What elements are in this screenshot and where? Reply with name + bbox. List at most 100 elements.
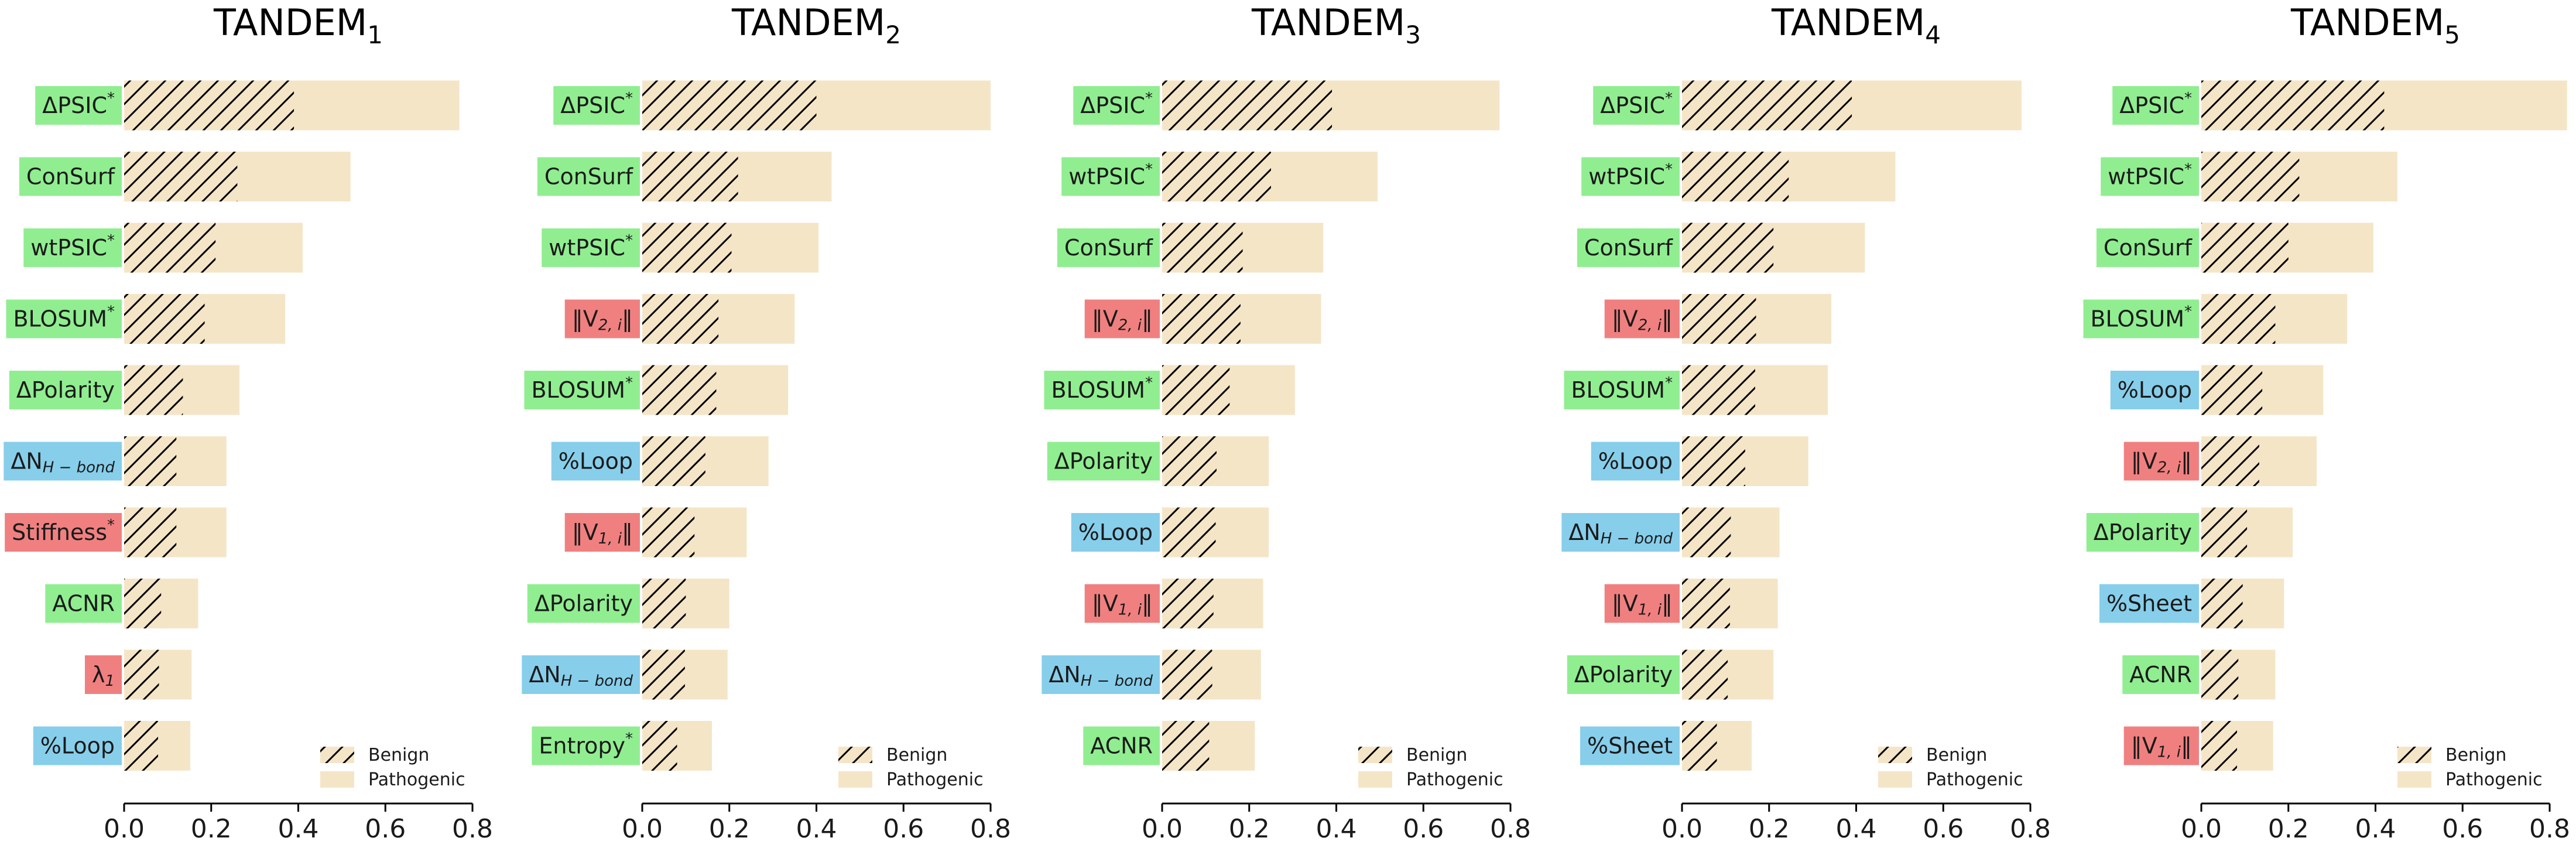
benign-bar [1682, 80, 1852, 131]
benign-bar [1682, 152, 1789, 201]
benign-bar [1162, 436, 1217, 486]
feature-label-box [84, 655, 122, 694]
feature-label-superscript: * [625, 730, 633, 747]
feature-label-box [522, 655, 640, 694]
svg-text:ΔPSIC*: ΔPSIC* [42, 90, 115, 118]
feature-label: %Loop [1591, 442, 1680, 481]
legend-benign-swatch [2397, 747, 2431, 763]
benign-bar [2201, 507, 2248, 558]
benign-bar [2201, 579, 2243, 628]
svg-text:%Loop: %Loop [40, 733, 115, 758]
feature-label-text: ‖V [1612, 590, 1638, 617]
feature-label-box [4, 442, 122, 481]
feature-label-text: %Loop [1598, 448, 1673, 474]
feature-label-box [1084, 584, 1160, 623]
feature-label: %Loop [33, 726, 122, 765]
feature-label: ‖V2, i‖ [2123, 442, 2199, 481]
feature-label-subscript: 1, i [598, 530, 622, 548]
feature-label-box [6, 299, 122, 338]
svg-text:BLOSUM*: BLOSUM* [13, 303, 115, 331]
svg-text:ΔNH − bond: ΔNH − bond [1568, 519, 1673, 548]
benign-bar [2201, 294, 2276, 344]
panel-title-main: TANDEM [2290, 1, 2444, 44]
legend: Benign Pathogenic [1878, 745, 2023, 790]
svg-text:ΔPSIC*: ΔPSIC* [1080, 90, 1153, 118]
benign-bar [1162, 649, 1212, 700]
feature-label-box [542, 228, 640, 267]
panel-title-subscript: 2 [885, 20, 901, 49]
panel-title-main: TANDEM [213, 1, 367, 44]
benign-bar [1162, 152, 1271, 201]
x-tick-label: 0.4 [1836, 814, 1877, 844]
benign-bar [1162, 507, 1216, 558]
legend: Benign Pathogenic [1358, 745, 1503, 790]
feature-label-text: ConSurf [26, 163, 116, 189]
feature-label-suffix: ‖ [1662, 306, 1673, 332]
legend-benign-label: Benign [2445, 745, 2506, 765]
x-tick-label: 0.8 [2010, 814, 2051, 844]
feature-label-box [1073, 86, 1160, 125]
feature-label-box [524, 371, 640, 409]
feature-label-box [532, 726, 640, 765]
benign-bar [124, 649, 159, 700]
benign-bar [1682, 365, 1755, 415]
feature-label-text: ‖V [572, 306, 598, 332]
feature-label: BLOSUM* [6, 299, 122, 338]
feature-label-superscript: * [107, 90, 115, 107]
feature-label-text: ΔPSIC [42, 93, 107, 118]
legend-benign-label: Benign [1406, 745, 1467, 765]
feature-label-text: ΔPolarity [1574, 662, 1673, 688]
feature-label-superscript: * [2184, 90, 2192, 107]
feature-label-text: ΔN [529, 662, 560, 688]
svg-text:ΔPSIC*: ΔPSIC* [560, 90, 633, 118]
feature-label: ΔNH − bond [1042, 655, 1160, 694]
x-tick-label: 0.4 [1316, 814, 1357, 844]
panel-title-subscript: 1 [367, 20, 383, 49]
feature-label-text: ΔN [11, 448, 42, 474]
feature-label: BLOSUM* [524, 371, 640, 409]
feature-label: ‖V1, i‖ [1604, 584, 1680, 623]
feature-label-text: ‖V [1092, 306, 1118, 332]
legend-pathogenic-swatch [1358, 771, 1392, 788]
x-tick-label: 0.2 [709, 814, 750, 844]
x-tick-label: 0.0 [1662, 814, 1703, 844]
feature-label-subscript: 1, i [1118, 601, 1142, 618]
feature-label-text: Stiffness [12, 519, 107, 545]
svg-text:BLOSUM*: BLOSUM* [2090, 303, 2192, 331]
x-tick-label: 0.2 [1229, 814, 1270, 844]
panel-title-subscript: 5 [2444, 20, 2460, 49]
svg-text:ConSurf: ConSurf [1064, 235, 1154, 261]
legend-benign-swatch [320, 747, 354, 763]
feature-label-superscript: * [107, 232, 115, 249]
benign-bar [124, 507, 177, 558]
feature-label-text: %Loop [1078, 519, 1153, 545]
feature-label: wtPSIC* [1581, 157, 1680, 196]
benign-bar [124, 223, 216, 273]
svg-text:ΔPolarity: ΔPolarity [1574, 662, 1673, 688]
feature-label-subscript: H − bond [1081, 672, 1153, 690]
feature-label-box [1580, 726, 1680, 765]
feature-label-suffix: ‖ [622, 519, 633, 546]
feature-label-superscript: * [107, 517, 115, 534]
svg-text:ΔNH − bond: ΔNH − bond [529, 662, 633, 690]
svg-text:ΔNH − bond: ΔNH − bond [11, 448, 115, 476]
feature-label-box [9, 371, 122, 409]
x-tick-label: 0.0 [2181, 814, 2222, 844]
feature-label-box [1591, 442, 1680, 481]
feature-label-box [5, 513, 122, 552]
x-tick-label: 0.8 [1490, 814, 1531, 844]
benign-bar [1682, 579, 1730, 628]
feature-label-box [527, 584, 640, 623]
benign-bar [124, 721, 159, 771]
feature-label: ACNR [1083, 726, 1160, 765]
legend-benign-label: Benign [1926, 745, 1987, 765]
svg-text:wtPSIC*: wtPSIC* [1588, 160, 1673, 189]
feature-label: Stiffness* [5, 513, 122, 552]
svg-text:‖V1, i‖: ‖V1, i‖ [1612, 590, 1673, 618]
feature-label-box [23, 228, 122, 267]
feature-label-box [2096, 228, 2199, 267]
benign-bar [642, 579, 686, 628]
feature-label-subscript: 1, i [2157, 743, 2181, 761]
